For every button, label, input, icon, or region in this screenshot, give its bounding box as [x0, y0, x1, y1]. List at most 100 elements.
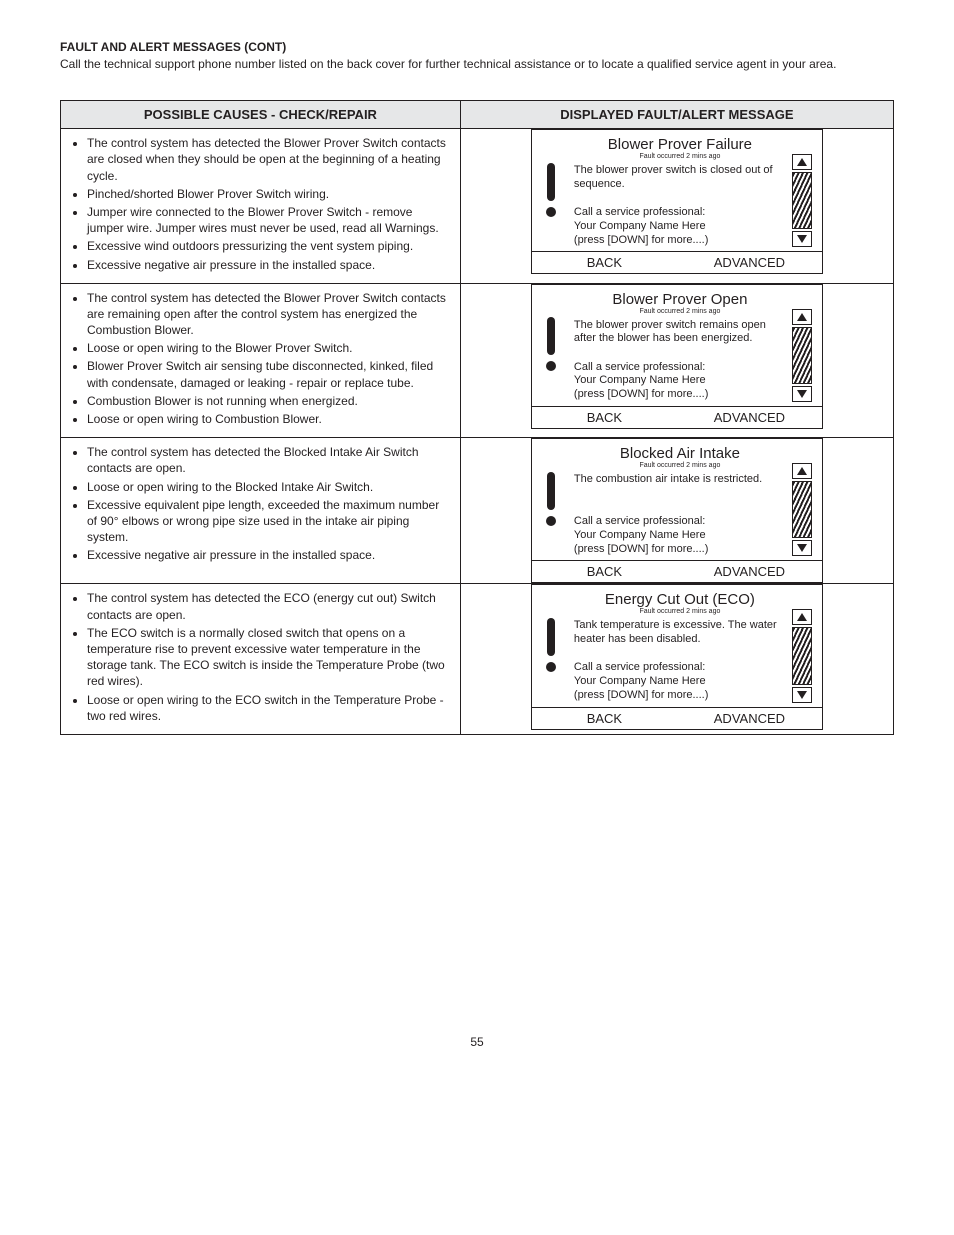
intro-text: Call the technical support phone number …: [60, 56, 894, 72]
lcd-call-line1: Call a service professional:: [574, 361, 786, 375]
display-cell: Blocked Air Intake Fault occurred 2 mins…: [460, 438, 893, 584]
lcd-panel: Blower Prover Open Fault occurred 2 mins…: [531, 284, 823, 429]
display-cell: Energy Cut Out (ECO) Fault occurred 2 mi…: [460, 584, 893, 735]
lcd-scroll: [790, 585, 822, 706]
lcd-panel: Energy Cut Out (ECO) Fault occurred 2 mi…: [531, 584, 823, 729]
cause-item: Loose or open wiring to Combustion Blowe…: [87, 411, 452, 427]
causes-list: The control system has detected the Blow…: [69, 135, 452, 273]
lcd-call-line3: (press [DOWN] for more....): [574, 689, 786, 703]
table-row: The control system has detected the Bloc…: [61, 438, 894, 584]
fault-table: POSSIBLE CAUSES - CHECK/REPAIR DISPLAYED…: [60, 100, 894, 735]
lcd-title: Blocked Air Intake: [574, 445, 786, 462]
lcd-subtitle: Fault occurred 2 mins ago: [574, 462, 786, 469]
exclamation-icon: [544, 317, 558, 373]
back-button[interactable]: BACK: [532, 708, 677, 729]
cause-item: Pinched/shorted Blower Prover Switch wir…: [87, 186, 452, 202]
cause-item: Excessive equivalent pipe length, exceed…: [87, 497, 452, 546]
cause-item: Jumper wire connected to the Blower Prov…: [87, 204, 452, 236]
causes-cell: The control system has detected the ECO …: [61, 584, 461, 735]
lcd-title: Blower Prover Failure: [574, 136, 786, 153]
lcd-subtitle: Fault occurred 2 mins ago: [574, 153, 786, 160]
advanced-button[interactable]: ADVANCED: [677, 407, 822, 428]
scroll-down-button[interactable]: [792, 231, 812, 247]
advanced-button[interactable]: ADVANCED: [677, 561, 822, 582]
lcd-scroll: [790, 130, 822, 251]
lcd-subtitle: Fault occurred 2 mins ago: [574, 308, 786, 315]
lcd-icon-area: [532, 130, 570, 251]
lcd-subtitle: Fault occurred 2 mins ago: [574, 608, 786, 615]
lcd-call-line2: Your Company Name Here: [574, 220, 786, 234]
scroll-down-button[interactable]: [792, 386, 812, 402]
section-heading: FAULT AND ALERT MESSAGES (CONT): [60, 40, 894, 54]
cause-item: Excessive wind outdoors pressurizing the…: [87, 238, 452, 254]
back-button[interactable]: BACK: [532, 407, 677, 428]
table-row: The control system has detected the Blow…: [61, 283, 894, 438]
scroll-track: [792, 327, 812, 384]
lcd-call-line2: Your Company Name Here: [574, 675, 786, 689]
causes-list: The control system has detected the Bloc…: [69, 444, 452, 563]
display-cell: Blower Prover Failure Fault occurred 2 m…: [460, 129, 893, 284]
lcd-scroll: [790, 285, 822, 406]
causes-cell: The control system has detected the Bloc…: [61, 438, 461, 584]
lcd-content: Blower Prover Failure Fault occurred 2 m…: [570, 130, 790, 251]
lcd-call-line2: Your Company Name Here: [574, 529, 786, 543]
back-button[interactable]: BACK: [532, 252, 677, 273]
scroll-up-button[interactable]: [792, 309, 812, 325]
lcd-footer: BACK ADVANCED: [532, 251, 822, 273]
lcd-panel: Blocked Air Intake Fault occurred 2 mins…: [531, 438, 823, 583]
exclamation-icon: [544, 618, 558, 674]
cause-item: The control system has detected the ECO …: [87, 590, 452, 622]
lcd-scroll: [790, 439, 822, 560]
lcd-footer: BACK ADVANCED: [532, 406, 822, 428]
lcd-call-line1: Call a service professional:: [574, 661, 786, 675]
lcd-icon-area: [532, 439, 570, 560]
scroll-down-button[interactable]: [792, 687, 812, 703]
lcd-description: The blower prover switch is closed out o…: [574, 164, 786, 206]
exclamation-icon: [544, 163, 558, 219]
lcd-call-line3: (press [DOWN] for more....): [574, 234, 786, 248]
cause-item: Loose or open wiring to the Blower Prove…: [87, 340, 452, 356]
advanced-button[interactable]: ADVANCED: [677, 708, 822, 729]
lcd-call-line2: Your Company Name Here: [574, 374, 786, 388]
back-button[interactable]: BACK: [532, 561, 677, 582]
scroll-track: [792, 172, 812, 229]
lcd-call-line3: (press [DOWN] for more....): [574, 388, 786, 402]
lcd-call-line1: Call a service professional:: [574, 515, 786, 529]
cause-item: The ECO switch is a normally closed swit…: [87, 625, 452, 690]
lcd-call-line3: (press [DOWN] for more....): [574, 543, 786, 557]
lcd-content: Blocked Air Intake Fault occurred 2 mins…: [570, 439, 790, 560]
cause-item: Blower Prover Switch air sensing tube di…: [87, 358, 452, 390]
lcd-icon-area: [532, 285, 570, 406]
causes-list: The control system has detected the ECO …: [69, 590, 452, 724]
lcd-content: Energy Cut Out (ECO) Fault occurred 2 mi…: [570, 585, 790, 706]
header-causes: POSSIBLE CAUSES - CHECK/REPAIR: [61, 101, 461, 129]
cause-item: Loose or open wiring to the Blocked Inta…: [87, 479, 452, 495]
lcd-title: Energy Cut Out (ECO): [574, 591, 786, 608]
cause-item: Loose or open wiring to the ECO switch i…: [87, 692, 452, 724]
cause-item: Excessive negative air pressure in the i…: [87, 257, 452, 273]
cause-item: The control system has detected the Blow…: [87, 290, 452, 339]
lcd-call-line1: Call a service professional:: [574, 206, 786, 220]
lcd-footer: BACK ADVANCED: [532, 560, 822, 582]
causes-cell: The control system has detected the Blow…: [61, 283, 461, 438]
lcd-title: Blower Prover Open: [574, 291, 786, 308]
advanced-button[interactable]: ADVANCED: [677, 252, 822, 273]
scroll-up-button[interactable]: [792, 609, 812, 625]
causes-cell: The control system has detected the Blow…: [61, 129, 461, 284]
scroll-down-button[interactable]: [792, 540, 812, 556]
display-cell: Blower Prover Open Fault occurred 2 mins…: [460, 283, 893, 438]
lcd-icon-area: [532, 585, 570, 706]
scroll-up-button[interactable]: [792, 154, 812, 170]
lcd-content: Blower Prover Open Fault occurred 2 mins…: [570, 285, 790, 406]
table-row: The control system has detected the Blow…: [61, 129, 894, 284]
cause-item: Excessive negative air pressure in the i…: [87, 547, 452, 563]
lcd-footer: BACK ADVANCED: [532, 707, 822, 729]
scroll-up-button[interactable]: [792, 463, 812, 479]
cause-item: The control system has detected the Blow…: [87, 135, 452, 184]
lcd-description: Tank temperature is excessive. The water…: [574, 619, 786, 661]
exclamation-icon: [544, 472, 558, 528]
lcd-panel: Blower Prover Failure Fault occurred 2 m…: [531, 129, 823, 274]
cause-item: Combustion Blower is not running when en…: [87, 393, 452, 409]
header-display: DISPLAYED FAULT/ALERT MESSAGE: [460, 101, 893, 129]
causes-list: The control system has detected the Blow…: [69, 290, 452, 428]
